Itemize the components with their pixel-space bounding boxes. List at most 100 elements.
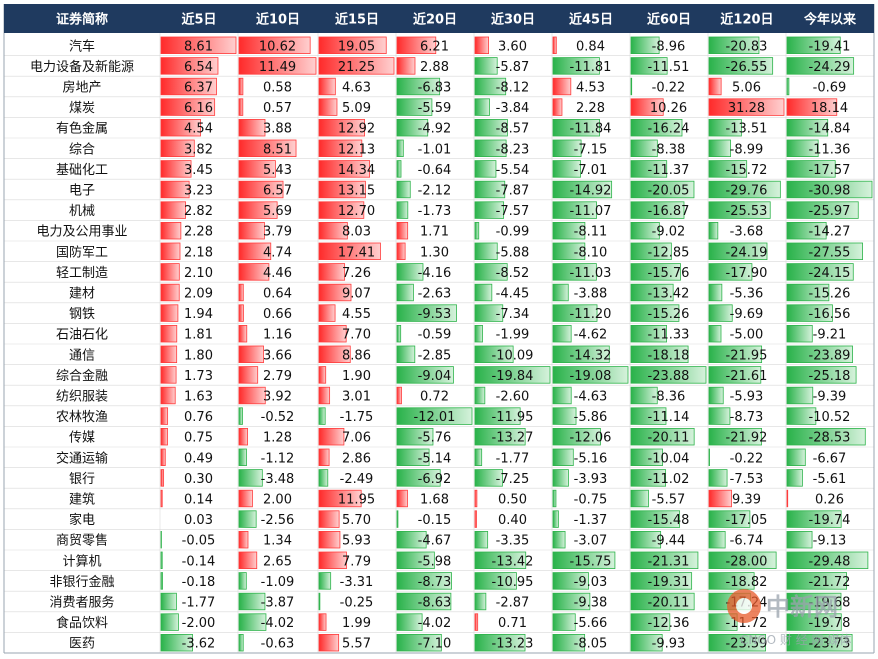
value-bar	[630, 613, 671, 631]
value-bar	[630, 510, 681, 528]
value-bar	[552, 77, 572, 96]
value-bar	[630, 366, 707, 384]
value-label: -0.05	[182, 534, 216, 549]
value-bar	[786, 448, 806, 467]
value-bar	[552, 613, 576, 631]
value-bar	[318, 36, 387, 55]
value-bar	[318, 448, 330, 467]
value-label: -16.56	[809, 307, 851, 322]
value-label: 2.65	[263, 554, 292, 569]
value-label: -5.57	[652, 493, 686, 508]
value-label: -29.76	[726, 184, 768, 199]
value-bar	[318, 592, 321, 611]
value-label: 1.71	[420, 225, 449, 240]
value-bar	[474, 489, 478, 508]
value-bar	[238, 221, 265, 240]
value-bar	[474, 119, 508, 137]
value-bar	[238, 386, 266, 405]
value-label: -3.84	[496, 101, 530, 116]
table-header: 证券简称 近5日 近10日 近15日 近20日 近30日 近45日 近60日 近120日 今年以来	[4, 4, 874, 33]
value-label: -8.05	[574, 637, 608, 652]
value-bar	[160, 98, 216, 116]
value-label: 0.40	[498, 513, 527, 528]
value-label: -24.15	[809, 266, 851, 281]
value-label: 3.60	[498, 39, 527, 54]
value-label: -8.10	[574, 245, 608, 260]
value-label: 6.54	[184, 60, 213, 75]
value-bar	[238, 634, 244, 652]
value-label: -11.36	[809, 142, 851, 157]
value-label: 6.57	[263, 184, 292, 199]
value-bar	[318, 98, 338, 116]
value-label: 5.06	[732, 81, 761, 96]
value-label: 5.43	[263, 163, 292, 178]
value-label: 5.09	[342, 101, 371, 116]
value-bar	[396, 57, 416, 75]
value-bar	[630, 98, 664, 116]
row-label: 商贸零售	[56, 533, 108, 549]
value-label: -24.19	[726, 245, 768, 260]
value-label: -0.22	[652, 81, 686, 96]
value-bar	[318, 242, 381, 261]
value-bar	[318, 531, 341, 549]
value-bar	[318, 551, 347, 570]
value-bar	[396, 345, 416, 364]
value-label: -4.02	[418, 616, 452, 631]
value-label: -5.14	[418, 451, 452, 466]
value-bar	[552, 160, 581, 178]
value-bar	[238, 572, 247, 590]
value-bar	[786, 427, 866, 446]
value-label: 18.14	[811, 101, 848, 116]
column-header: 近60日	[647, 12, 691, 28]
value-bar	[396, 613, 423, 631]
value-label: 8.86	[342, 348, 371, 363]
value-bar	[160, 160, 192, 178]
value-label: 0.57	[263, 101, 292, 116]
value-label: 2.28	[184, 225, 213, 240]
value-bar	[474, 613, 479, 631]
value-bar	[160, 201, 186, 219]
value-label: -8.12	[496, 81, 530, 96]
value-label: -21.92	[726, 431, 768, 446]
value-bar	[160, 221, 182, 240]
value-label: -0.75	[574, 493, 608, 508]
value-label: -17.90	[726, 266, 768, 281]
value-label: -17.57	[809, 163, 851, 178]
value-label: -13.42	[492, 554, 534, 569]
value-bar	[786, 160, 836, 178]
value-bar	[708, 98, 785, 116]
value-bar	[396, 98, 433, 116]
value-label: -17.05	[726, 513, 768, 528]
value-label: -6.67	[813, 451, 847, 466]
value-label: 17.41	[338, 245, 375, 260]
value-label: 5.70	[342, 513, 371, 528]
row-label: 传媒	[69, 431, 95, 446]
value-bar	[630, 448, 663, 467]
row-label: 煤炭	[69, 101, 95, 116]
value-bar	[160, 427, 168, 446]
value-label: 12.70	[338, 204, 375, 219]
value-bar	[708, 489, 732, 508]
value-bar	[786, 634, 853, 652]
value-bar	[552, 139, 582, 158]
value-bar	[160, 489, 163, 508]
value-label: -13.23	[492, 637, 534, 652]
value-bar	[474, 592, 487, 611]
value-label: -25.18	[809, 369, 851, 384]
value-label: 0.66	[263, 307, 292, 322]
value-bar	[160, 242, 181, 261]
value-label: -21.72	[809, 575, 851, 590]
value-bar	[474, 345, 514, 364]
value-label: -9.53	[418, 307, 452, 322]
value-label: 1.34	[263, 534, 292, 549]
value-label: -6.83	[418, 81, 452, 96]
value-label: 7.26	[342, 266, 371, 281]
value-label: 0.75	[184, 431, 213, 446]
row-label: 消费者服务	[49, 595, 114, 611]
value-label: 0.14	[184, 493, 213, 508]
value-label: -30.98	[809, 184, 851, 199]
value-label: -5.88	[496, 245, 530, 260]
value-bar	[630, 551, 699, 570]
value-bar	[160, 469, 165, 487]
value-bar	[238, 324, 248, 343]
